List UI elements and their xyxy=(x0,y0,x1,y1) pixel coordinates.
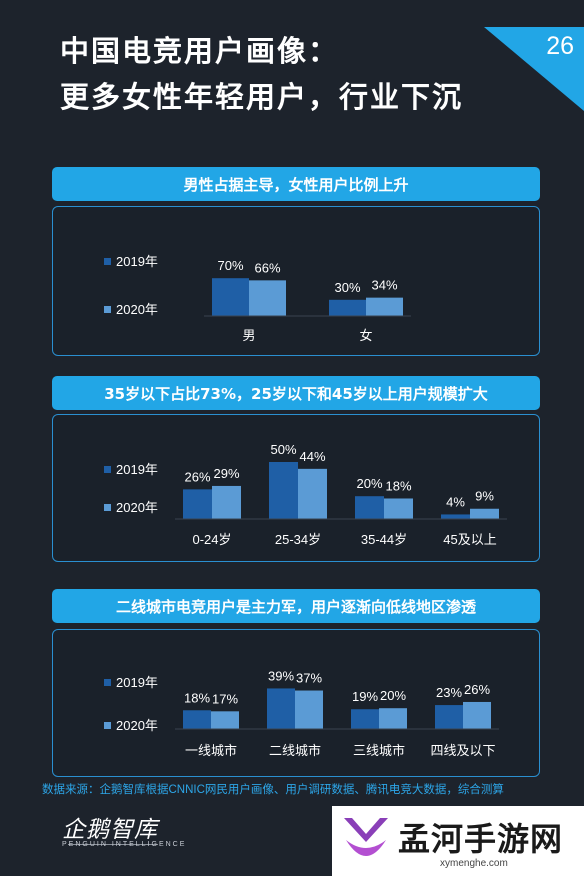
data-label-0-1-0: 30% xyxy=(334,280,360,295)
legend-swatch-1 xyxy=(104,722,111,729)
logo-subtitle: PENGUIN INTELLIGENCE xyxy=(62,841,187,848)
data-label-2-0-1: 17% xyxy=(212,691,238,706)
corner-triangle xyxy=(484,27,584,111)
chart-gender: 2019年 2020年 70% 66% 男 30% 34% 女 xyxy=(104,254,411,343)
chart1-banner: 男性占据主导，女性用户比例上升 xyxy=(52,167,540,201)
bar-1-0-1 xyxy=(212,485,241,519)
legend-label-1: 2020年 xyxy=(116,302,158,317)
legend-swatch-0 xyxy=(104,466,111,473)
data-label-1-2-1: 18% xyxy=(385,478,411,493)
category-label-0-0: 男 xyxy=(242,328,255,343)
legend-swatch-0 xyxy=(104,258,111,265)
category-label-0-1: 女 xyxy=(359,328,372,343)
data-label-2-2-0: 19% xyxy=(352,689,378,704)
chart1-panel xyxy=(52,206,540,356)
logo-divider xyxy=(68,844,158,845)
category-label-1-2: 35-44岁 xyxy=(361,532,407,547)
data-label-1-1-0: 50% xyxy=(270,442,296,457)
chart-city-tier: 2019年 2020年 18% 17% 一线城市 39% 37% 二线城市 19% 20% 三线城市… xyxy=(104,668,499,758)
bar-2-1-1 xyxy=(295,690,323,729)
bar-0-1-1 xyxy=(366,297,403,316)
data-label-1-0-1: 29% xyxy=(213,466,239,481)
legend-label-0: 2019年 xyxy=(116,254,158,269)
bar-2-3-1 xyxy=(463,701,491,729)
data-label-2-3-1: 26% xyxy=(464,682,490,697)
data-label-2-1-0: 39% xyxy=(268,668,294,683)
bar-0-1-0 xyxy=(329,299,366,316)
bar-2-2-0 xyxy=(351,709,379,729)
category-label-2-3: 四线及以下 xyxy=(430,743,495,758)
legend-label-1: 2020年 xyxy=(116,500,158,515)
data-label-0-0-1: 66% xyxy=(254,260,280,275)
bar-1-0-0 xyxy=(183,489,212,519)
legend-swatch-1 xyxy=(104,504,111,511)
page-title-line1: 中国电竞用户画像： xyxy=(60,34,340,68)
data-label-2-3-0: 23% xyxy=(436,685,462,700)
page-number: 26 xyxy=(546,32,574,60)
data-label-2-0-0: 18% xyxy=(184,690,210,705)
category-label-2-1: 二线城市 xyxy=(269,743,321,758)
bar-2-2-1 xyxy=(379,708,407,729)
data-label-0-0-0: 70% xyxy=(217,258,243,273)
category-label-1-0: 0-24岁 xyxy=(192,532,231,547)
legend-label-0: 2019年 xyxy=(116,675,158,690)
data-label-1-1-1: 44% xyxy=(299,449,325,464)
category-label-2-2: 三线城市 xyxy=(353,743,405,758)
bar-0-0-0 xyxy=(212,278,249,316)
chart-age: 2019年 2020年 26% 29% 0-24岁 50% 44% 25-34岁 20% 18% 3… xyxy=(104,442,507,547)
legend-swatch-0 xyxy=(104,679,111,686)
bar-1-1-0 xyxy=(269,462,298,519)
bar-2-3-0 xyxy=(435,705,463,729)
chart2-banner: 35岁以下占比73%，25岁以下和45岁以上用户规模扩大 xyxy=(52,376,540,410)
legend-label-0: 2019年 xyxy=(116,462,158,477)
bar-1-1-1 xyxy=(298,468,327,519)
bar-2-1-0 xyxy=(267,688,295,729)
category-label-1-1: 25-34岁 xyxy=(275,532,321,547)
legend-label-1: 2020年 xyxy=(116,718,158,733)
category-label-1-3: 45及以上 xyxy=(443,532,496,547)
logo: 企鹅智库 xyxy=(62,817,158,843)
data-source: 数据来源：企鹅智库根据CNNIC网民用户画像、用户调研数据、腾讯电竞大数据，综合… xyxy=(42,784,504,796)
data-label-1-3-1: 9% xyxy=(475,489,494,504)
watermark-title: 孟河手游网 xyxy=(398,820,564,858)
watermark-background xyxy=(332,806,584,876)
bar-2-0-0 xyxy=(183,710,211,729)
page-title-line2: 更多女性年轻用户，行业下沉 xyxy=(60,80,464,114)
chart3-banner: 二线城市电竞用户是主力军，用户逐渐向低线地区渗透 xyxy=(52,589,540,623)
bar-1-3-1 xyxy=(470,508,499,519)
legend-swatch-1 xyxy=(104,306,111,313)
data-label-2-2-1: 20% xyxy=(380,688,406,703)
bar-2-0-1 xyxy=(211,711,239,729)
data-label-1-3-0: 4% xyxy=(446,494,465,509)
data-label-1-2-0: 20% xyxy=(356,476,382,491)
data-label-0-1-1: 34% xyxy=(371,278,397,293)
data-label-2-1-1: 37% xyxy=(296,671,322,686)
category-label-2-0: 一线城市 xyxy=(185,743,237,758)
bar-1-2-1 xyxy=(384,498,413,519)
watermark-url: xymenghe.com xyxy=(440,858,508,869)
bar-0-0-1 xyxy=(249,280,286,316)
bar-1-3-0 xyxy=(441,514,470,519)
data-label-1-0-0: 26% xyxy=(184,469,210,484)
watermark-icon xyxy=(344,818,388,856)
bar-1-2-0 xyxy=(355,496,384,519)
